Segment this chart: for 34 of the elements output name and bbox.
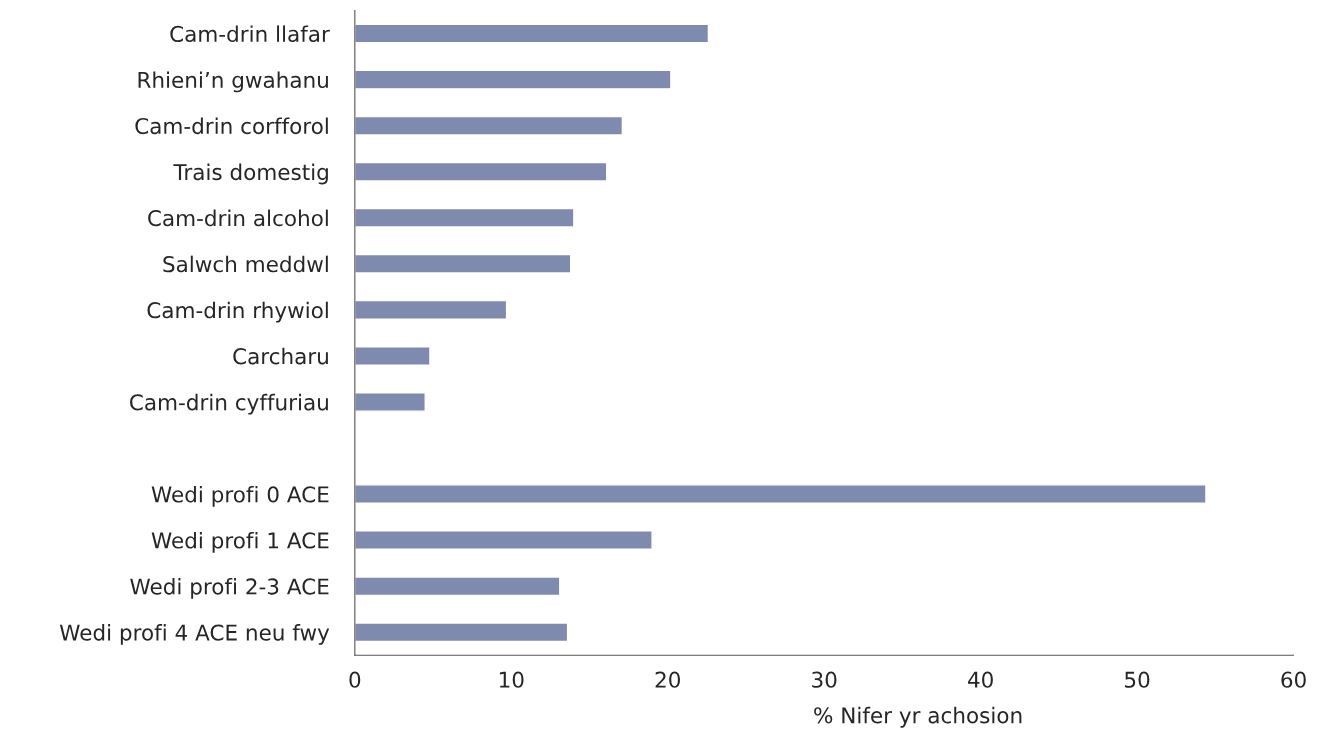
y-tick-label: Wedi profi 1 ACE	[151, 531, 329, 553]
x-tick-label: 60	[1281, 671, 1306, 688]
y-tick-label: Wedi profi 2-3 ACE	[130, 577, 329, 599]
x-axis-title: % Nifer yr achosion	[814, 706, 1022, 728]
y-tick-label: Salwch meddwl	[163, 255, 328, 273]
y-tick-label: Wedi profi 4 ACE neu fwy	[59, 624, 330, 645]
bar	[354, 207, 575, 228]
bar	[354, 69, 672, 90]
y-tick-label: Wedi profi 0 ACE	[151, 485, 329, 507]
x-tick-label: 0	[349, 671, 361, 688]
y-tick-label: Cam-drin corfforol	[135, 117, 328, 135]
y-tick-label: Rhieni’n gwahanu	[138, 71, 328, 93]
y-tick-label: Carcharu	[233, 347, 328, 365]
bar	[354, 346, 431, 366]
x-tick-label: 50	[1125, 671, 1150, 688]
y-tick-label: Cam-drin cyffuriau	[130, 393, 328, 415]
bar	[354, 392, 426, 412]
bar	[354, 299, 508, 320]
x-tick-label: 10	[499, 671, 524, 688]
y-tick-label: Trais domestig	[173, 163, 328, 185]
bar	[354, 576, 561, 597]
y-tick-label: Cam-drin alcohol	[148, 209, 328, 227]
bar	[354, 484, 1207, 504]
x-tick-label: 40	[968, 671, 993, 688]
bar	[354, 530, 653, 551]
bar	[354, 115, 624, 136]
bar	[354, 23, 710, 44]
bar	[354, 161, 608, 182]
x-tick-label: 20	[655, 671, 680, 688]
x-tick-label: 30	[812, 671, 837, 688]
y-tick-label: Cam-drin llafar	[170, 25, 330, 43]
bar	[354, 622, 569, 643]
y-tick-label: Cam-drin rhywiol	[147, 301, 328, 323]
bar	[354, 253, 572, 274]
